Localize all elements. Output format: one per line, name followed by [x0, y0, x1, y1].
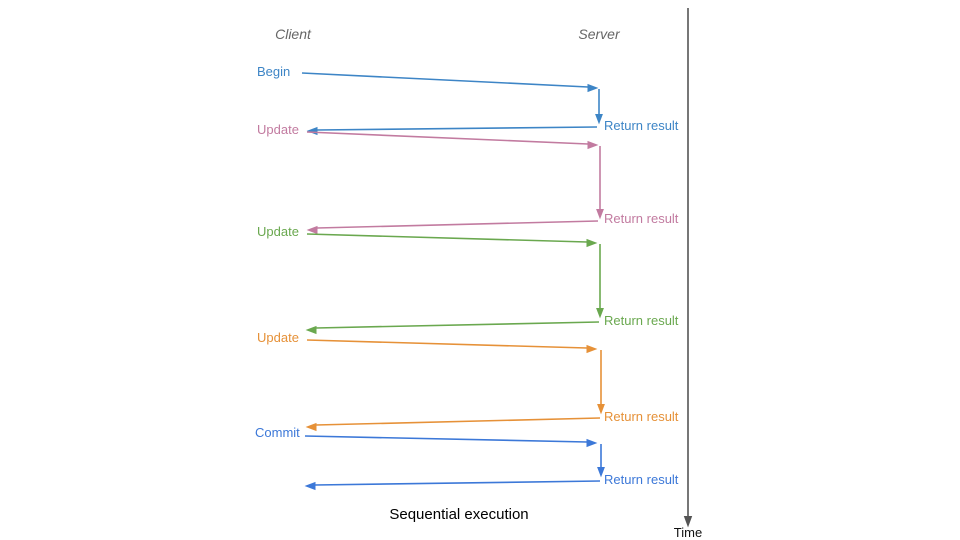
op-update-3-return-label: Return result — [604, 409, 679, 424]
server-lane-header: Server — [578, 26, 621, 42]
op-commit-request-line — [304, 435, 588, 443]
op-update-1-request-line — [306, 131, 589, 145]
op-update-2-return-line — [315, 321, 600, 329]
op-update-3: Update Return result — [257, 330, 679, 432]
op-update-1-down-arrowhead-icon — [596, 209, 604, 220]
op-begin-request-arrowhead-icon — [587, 83, 599, 93]
op-update-2-request-arrowhead-icon — [586, 238, 598, 248]
op-update-2-label: Update — [257, 224, 299, 239]
op-update-1-return-label: Return result — [604, 211, 679, 226]
op-commit-request-arrowhead-icon — [586, 438, 598, 448]
op-update-3-return-arrowhead-icon — [305, 422, 317, 432]
op-begin-return-label: Return result — [604, 118, 679, 133]
op-update-1: Update Return result — [257, 122, 679, 235]
op-begin: Begin Return result — [257, 64, 679, 136]
op-commit: Commit Return result — [255, 425, 679, 491]
op-commit-return-line — [314, 480, 601, 486]
op-update-2-return-label: Return result — [604, 313, 679, 328]
op-update-2-request-line — [306, 233, 588, 243]
op-begin-request-line — [301, 72, 589, 88]
op-commit-return-label: Return result — [604, 472, 679, 487]
op-commit-down-arrowhead-icon — [597, 467, 605, 478]
op-begin-return-line — [316, 126, 598, 131]
op-update-1-return-arrowhead-icon — [306, 225, 318, 235]
op-update-3-request-arrowhead-icon — [586, 344, 598, 354]
op-update-2: Update Return result — [257, 224, 679, 335]
op-update-2-down-arrowhead-icon — [596, 308, 604, 319]
op-commit-return-arrowhead-icon — [304, 481, 316, 491]
op-update-1-request-arrowhead-icon — [587, 140, 599, 150]
client-lane-header: Client — [275, 26, 312, 42]
op-update-3-request-line — [306, 339, 588, 349]
op-update-2-return-arrowhead-icon — [305, 325, 317, 335]
time-axis-arrowhead-icon — [683, 516, 693, 528]
op-commit-label: Commit — [255, 425, 300, 440]
op-update-1-label: Update — [257, 122, 299, 137]
op-begin-label: Begin — [257, 64, 290, 79]
op-begin-down-arrowhead-icon — [595, 114, 603, 125]
op-update-1-return-line — [316, 220, 599, 229]
time-axis-label: Time — [674, 525, 702, 540]
time-axis: Time — [674, 8, 702, 540]
op-update-3-label: Update — [257, 330, 299, 345]
op-update-3-down-arrowhead-icon — [597, 404, 605, 415]
diagram-title: Sequential execution — [389, 506, 528, 523]
op-begin-return-arrowhead-icon — [306, 126, 318, 136]
op-update-3-return-line — [315, 417, 601, 426]
